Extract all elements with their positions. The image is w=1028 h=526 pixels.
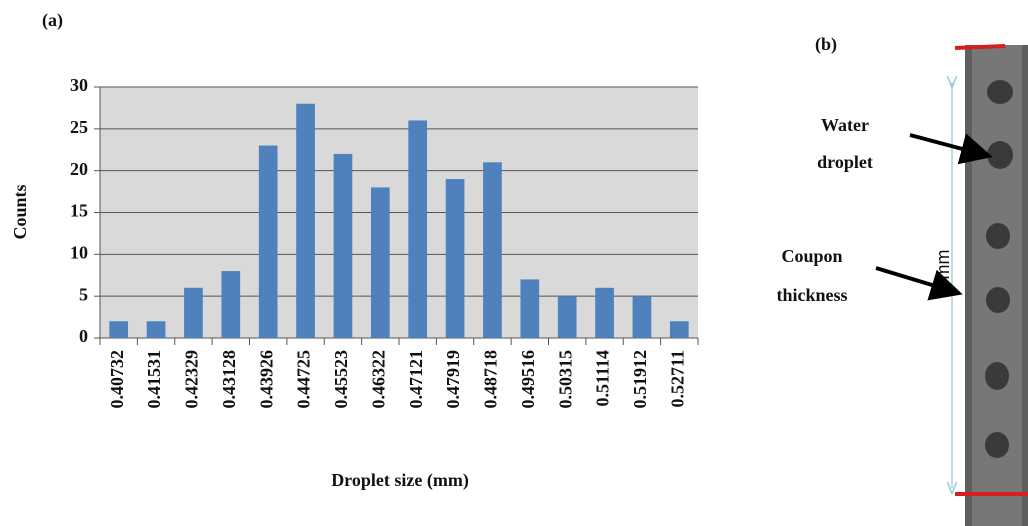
droplet-label: Water bbox=[821, 115, 869, 135]
bar bbox=[184, 288, 203, 338]
x-tick-label: 0.47121 bbox=[406, 350, 426, 409]
x-tick-label: 0.50315 bbox=[555, 350, 575, 409]
bar bbox=[633, 296, 652, 338]
y-tick-label: 20 bbox=[70, 159, 88, 179]
thickness-label: Coupon bbox=[781, 246, 842, 266]
bar bbox=[595, 288, 614, 338]
bar bbox=[221, 271, 240, 338]
x-tick-label: 0.42329 bbox=[182, 350, 202, 409]
bar bbox=[371, 187, 390, 338]
panel-label: (a) bbox=[42, 10, 63, 31]
bar bbox=[483, 162, 502, 338]
x-tick-label: 0.43926 bbox=[256, 350, 276, 409]
bar bbox=[670, 321, 689, 338]
x-tick-label: 0.44725 bbox=[294, 350, 314, 409]
thickness-label: thickness bbox=[776, 285, 847, 305]
bar bbox=[259, 146, 278, 338]
x-tick-label: 0.43128 bbox=[219, 350, 239, 409]
bar bbox=[520, 279, 539, 338]
y-tick-label: 15 bbox=[70, 201, 88, 221]
y-tick-label: 10 bbox=[70, 242, 88, 262]
x-tick-label: 0.51114 bbox=[593, 350, 613, 407]
bar bbox=[147, 321, 166, 338]
bar bbox=[558, 296, 577, 338]
bar bbox=[296, 104, 315, 338]
bar bbox=[109, 321, 128, 338]
bar bbox=[446, 179, 465, 338]
x-tick-label: 0.41531 bbox=[144, 350, 164, 409]
y-tick-label: 30 bbox=[70, 75, 88, 95]
y-tick-label: 0 bbox=[79, 326, 88, 346]
x-tick-label: 0.52711 bbox=[667, 350, 687, 408]
top-edge bbox=[955, 46, 1005, 48]
x-tick-label: 0.46322 bbox=[368, 350, 388, 409]
x-tick-label: 0.45523 bbox=[331, 350, 351, 409]
y-tick-label: 25 bbox=[70, 117, 88, 137]
x-tick-label: 0.49516 bbox=[518, 350, 538, 409]
panel-label: (b) bbox=[815, 34, 837, 55]
x-tick-label: 0.47919 bbox=[443, 350, 463, 409]
bar bbox=[408, 120, 427, 338]
y-axis-label: Counts bbox=[10, 184, 30, 239]
figure: (a) Droplet size (mm) Counts 8 mm (b) Wa… bbox=[0, 0, 1028, 526]
x-tick-label: 0.48718 bbox=[481, 350, 501, 409]
x-axis-label: Droplet size (mm) bbox=[331, 470, 469, 491]
x-tick-label: 0.51912 bbox=[630, 350, 650, 409]
bar bbox=[334, 154, 353, 338]
x-tick-label: 0.40732 bbox=[107, 350, 127, 409]
droplet-label: droplet bbox=[817, 152, 873, 172]
y-tick-label: 5 bbox=[79, 284, 88, 304]
